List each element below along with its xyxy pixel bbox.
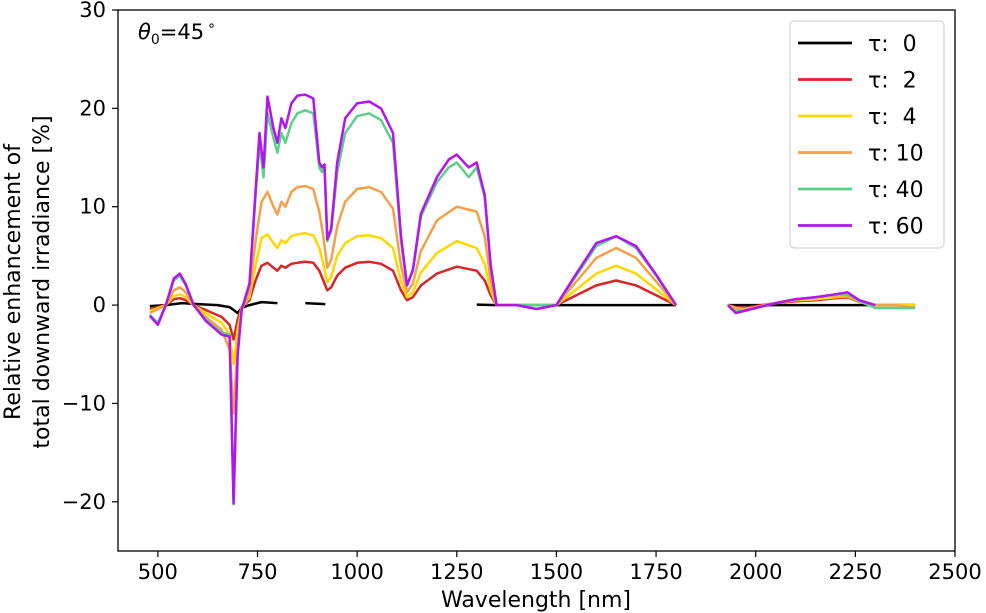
x-tick-label: 1750 — [629, 560, 682, 584]
y-tick-label: −20 — [62, 490, 106, 514]
x-tick-label: 500 — [138, 560, 178, 584]
legend-label: τ: 40 — [868, 178, 924, 203]
y-axis-label-line2: total downward irradiance [%] — [30, 115, 55, 448]
legend-label: τ: 2 — [868, 69, 917, 94]
x-tick-label: 2500 — [928, 560, 981, 584]
series-line — [148, 93, 876, 506]
series-line — [149, 300, 916, 315]
annotation-subscript: 0 — [151, 32, 160, 48]
y-axis-label-line1: Relative enhancement of — [1, 143, 26, 420]
x-tick-label: 1500 — [530, 560, 583, 584]
annotation-superscript: ∘ — [207, 18, 216, 34]
series-layer — [148, 93, 916, 506]
y-tick-label: 10 — [79, 195, 106, 219]
y-tick-label: −10 — [62, 391, 106, 415]
legend-box — [789, 20, 945, 249]
x-tick-label: 750 — [237, 560, 277, 584]
legend-label: τ: 0 — [868, 32, 917, 57]
x-axis-label: Wavelength [nm] — [441, 588, 631, 613]
legend-label: τ: 4 — [868, 105, 917, 130]
x-axis-ticks: 500 750 1000 1250 1500 1750 2000 2250 2500 — [138, 551, 982, 584]
y-axis-ticks: −20 −10 0 10 20 30 — [62, 0, 118, 514]
legend: τ: 0 τ: 2 τ: 4 τ: 10 τ: 40 τ: 60 — [789, 20, 945, 249]
legend-label: τ: 10 — [868, 142, 924, 167]
plot-frame — [117, 9, 956, 552]
legend-label: τ: 60 — [868, 215, 924, 240]
x-tick-label: 2250 — [829, 560, 882, 584]
x-tick-label: 1000 — [330, 560, 383, 584]
x-tick-label: 2000 — [729, 560, 782, 584]
y-tick-label: 20 — [79, 96, 106, 120]
annotation-theta: θ — [138, 20, 151, 44]
y-tick-label: 0 — [93, 293, 106, 317]
x-tick-label: 1250 — [430, 560, 483, 584]
y-tick-label: 30 — [79, 0, 106, 22]
annotation-text: =45 — [160, 20, 204, 44]
legend-items: τ: 0 τ: 2 τ: 4 τ: 10 τ: 40 τ: 60 — [798, 32, 924, 240]
annotation: θ0=45 ∘ — [138, 18, 216, 48]
